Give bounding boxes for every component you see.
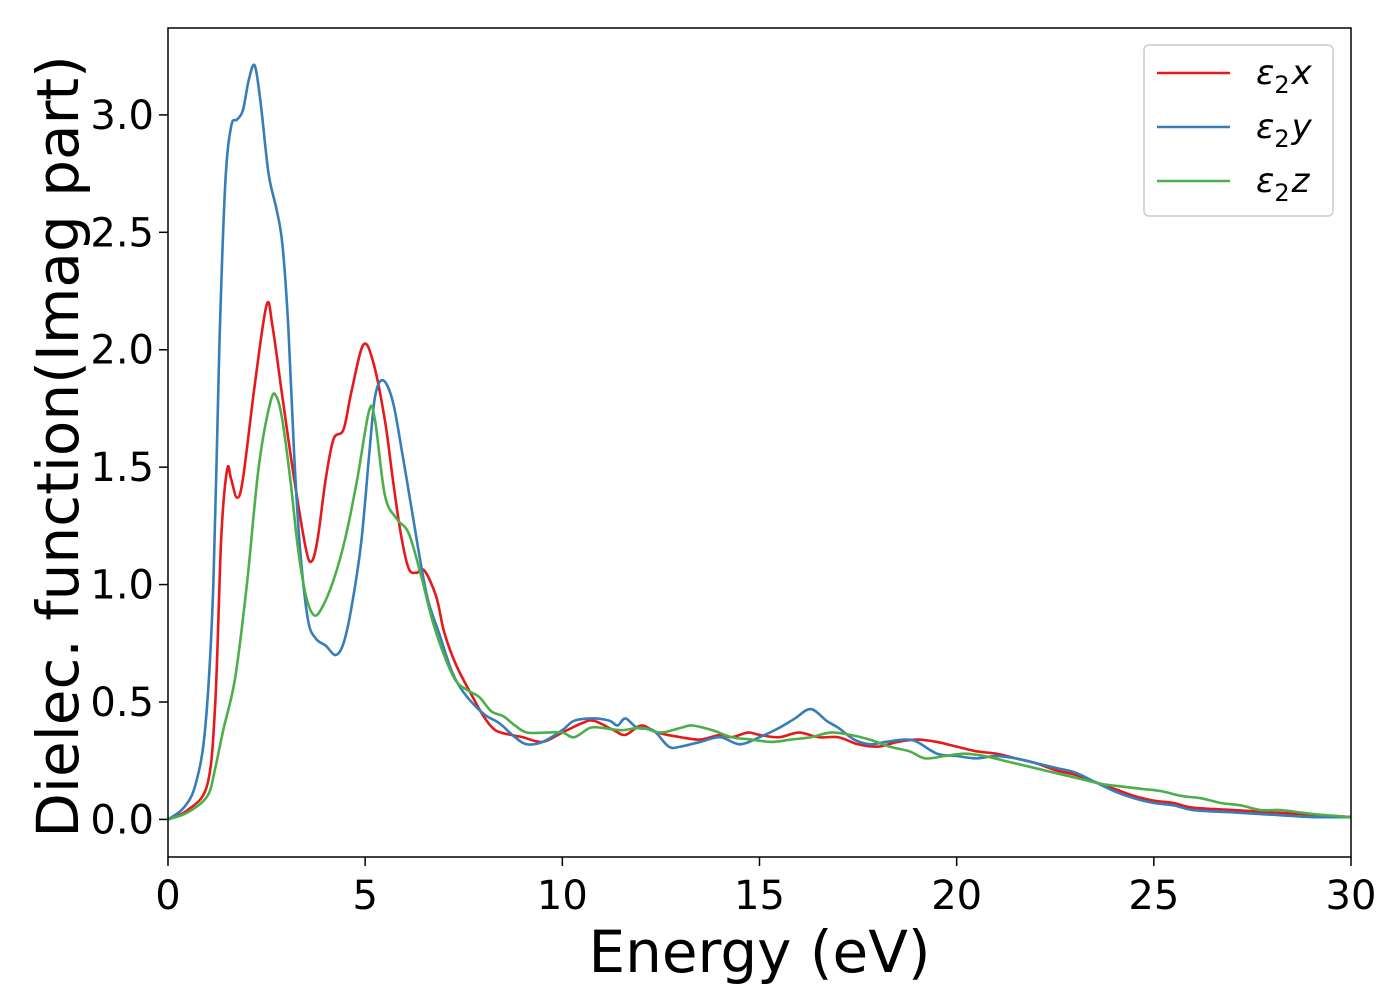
x-axis: 0 5 10 15 20 25 30 (155, 857, 1376, 919)
x-tick-label: 20 (931, 873, 982, 919)
y-axis-title: Dielec. function(Imag part) (24, 55, 92, 838)
legend-label-var: y (1291, 107, 1313, 147)
y-tick-label: 3.0 (90, 93, 154, 139)
legend-label-x: ε2x (1256, 53, 1313, 99)
legend-label-y: ε2y (1256, 107, 1313, 153)
plot-area (168, 63, 1351, 821)
x-tick-label: 0 (155, 873, 180, 919)
legend-label-sub: 2 (1274, 125, 1289, 153)
series-line-z (168, 392, 1351, 821)
x-tick-label: 30 (1326, 873, 1377, 919)
legend-label-sub: 2 (1274, 71, 1289, 99)
y-tick-label: 0.0 (90, 797, 154, 843)
legend-label-base: ε (1256, 107, 1274, 147)
y-tick-label: 2.0 (90, 328, 154, 374)
legend-label-var: z (1291, 161, 1311, 201)
x-tick-label: 10 (537, 873, 588, 919)
x-axis-title: Energy (eV) (588, 918, 930, 986)
legend-label-var: x (1291, 53, 1313, 93)
legend-label-base: ε (1256, 161, 1274, 201)
y-tick-label: 1.0 (90, 563, 154, 609)
x-tick-label: 5 (352, 873, 377, 919)
x-tick-label: 25 (1128, 873, 1179, 919)
y-tick-label: 2.5 (90, 210, 154, 256)
x-tick-label: 15 (734, 873, 785, 919)
legend-label-z: ε2z (1256, 161, 1311, 207)
y-tick-label: 1.5 (90, 445, 154, 491)
legend-box (1143, 44, 1334, 217)
y-tick-label: 0.5 (90, 680, 154, 726)
legend-label-base: ε (1256, 53, 1274, 93)
y-axis: 0.0 0.5 1.0 1.5 2.0 2.5 3.0 (90, 93, 168, 843)
legend-label-sub: 2 (1274, 179, 1289, 207)
